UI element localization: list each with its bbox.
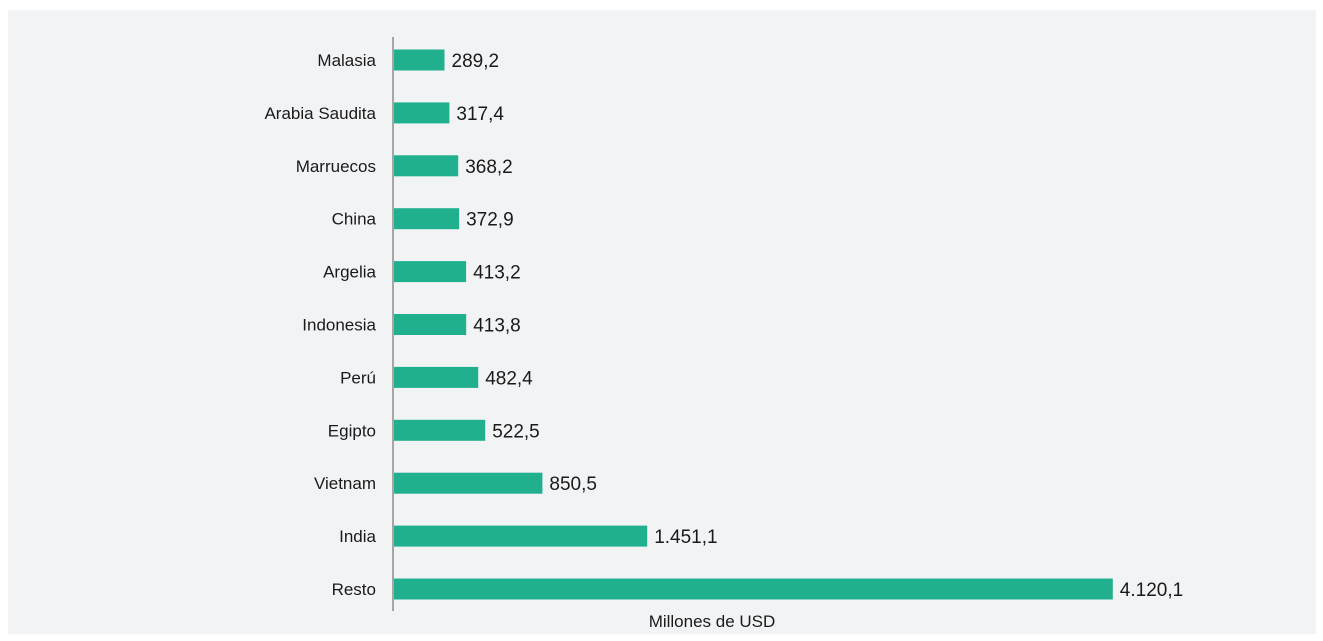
category-label: China [332,210,377,229]
value-label: 522,5 [492,421,540,442]
bar-0 [394,49,445,71]
value-label: 372,9 [466,210,514,231]
value-label: 482,4 [485,368,533,389]
value-label: 413,8 [473,316,521,337]
bar-6 [394,366,479,388]
bar-3 [394,208,460,230]
category-label: India [339,527,376,546]
value-label: 317,4 [456,104,504,125]
category-label: Marruecos [296,157,376,176]
bar-2 [394,155,459,177]
value-label: 1.451,1 [654,527,717,548]
category-label: Resto [332,580,376,599]
labels-layer: Malasia 289,2 Arabia Saudita 317,4 Marruecos… [264,51,1183,601]
category-label: Indonesia [302,316,376,335]
category-label: Arabia Saudita [264,104,376,123]
value-label: 413,2 [473,263,521,284]
value-label: 850,5 [549,474,597,495]
bar-7 [394,419,486,441]
bars-layer [394,49,1113,600]
value-label: 289,2 [452,51,500,72]
bar-1 [394,102,450,124]
category-label: Egipto [328,421,376,440]
category-label: Vietnam [314,474,376,493]
x-axis-title: Millones de USD [649,612,776,631]
category-label: Malasia [317,51,376,70]
category-label: Perú [340,368,376,387]
category-label: Argelia [323,263,376,282]
bar-5 [394,314,467,335]
bar-4 [394,261,467,283]
value-label: 368,2 [465,157,513,178]
bar-8 [394,472,543,494]
chart-panel [8,10,1316,634]
bar-10 [394,578,1113,600]
bar-9 [394,525,648,547]
value-label: 4.120,1 [1120,580,1183,601]
